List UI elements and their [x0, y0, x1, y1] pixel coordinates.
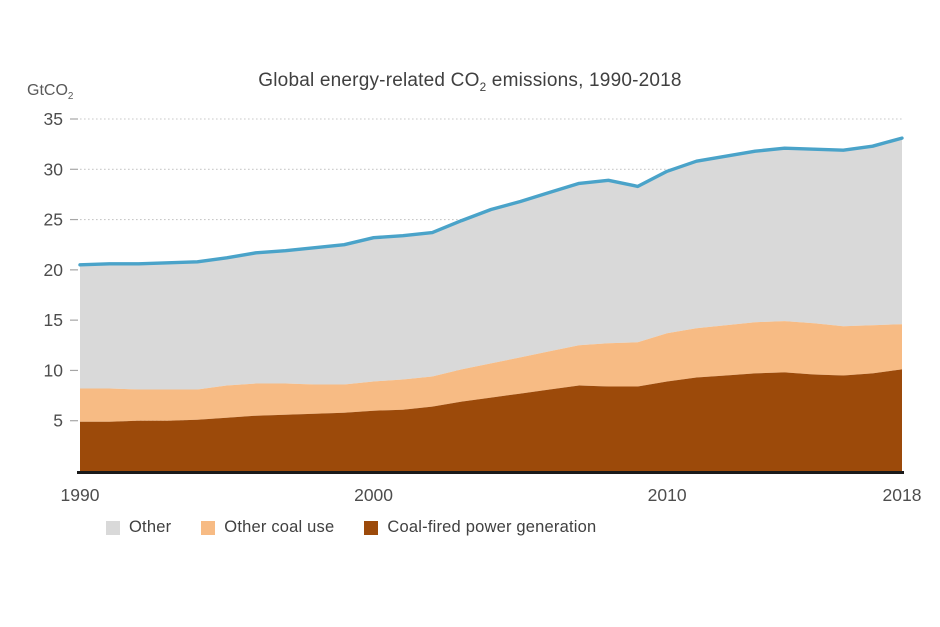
legend-swatch-icon: [106, 520, 120, 535]
chart-title-prefix: Global energy-related CO: [258, 70, 480, 91]
legend-swatch-icon: [201, 520, 216, 535]
y-axis-unit-label: GtCO2: [27, 82, 73, 102]
y-axis-unit-subscript: 2: [67, 91, 74, 103]
chart-title: Global energy-related CO2 emissions, 199…: [0, 70, 940, 94]
y-tick-label-20: 20: [44, 260, 64, 280]
chart-title-suffix: emissions, 1990-2018: [486, 70, 682, 91]
x-tick-label-2018: 2018: [883, 485, 922, 505]
area-other-coal-use: [80, 321, 902, 422]
area-other: [80, 138, 902, 390]
legend-swatch-icon: [364, 520, 379, 535]
y-axis-unit-text: GtCO: [27, 82, 68, 99]
y-tick-label-15: 15: [44, 310, 63, 330]
y-tick-label-30: 30: [44, 159, 64, 179]
x-tick-label-1990: 1990: [61, 485, 100, 505]
area-coal-fired-power-generation: [80, 369, 902, 471]
y-tick-label-5: 5: [53, 411, 63, 431]
chart-title-subscript: 2: [479, 80, 487, 94]
legend-item-other-coal-use: Other coal use: [201, 518, 334, 537]
y-tick-label-25: 25: [44, 210, 63, 230]
legend-label: Coal-fired power generation: [387, 518, 597, 536]
y-tick-label-35: 35: [44, 109, 63, 129]
legend-item-other: Other: [106, 518, 171, 537]
total-emissions-line: [78, 136, 904, 267]
x-tick-label-2010: 2010: [648, 485, 687, 505]
chart-legend: Other Other coal use Coal-fired power gene…: [106, 518, 596, 537]
legend-item-coal-fired-power-generation: Coal-fired power generation: [364, 518, 596, 537]
y-tick-label-10: 10: [44, 360, 64, 380]
legend-label: Other: [129, 518, 172, 536]
legend-label: Other coal use: [224, 518, 335, 536]
x-tick-label-2000: 2000: [354, 485, 393, 505]
